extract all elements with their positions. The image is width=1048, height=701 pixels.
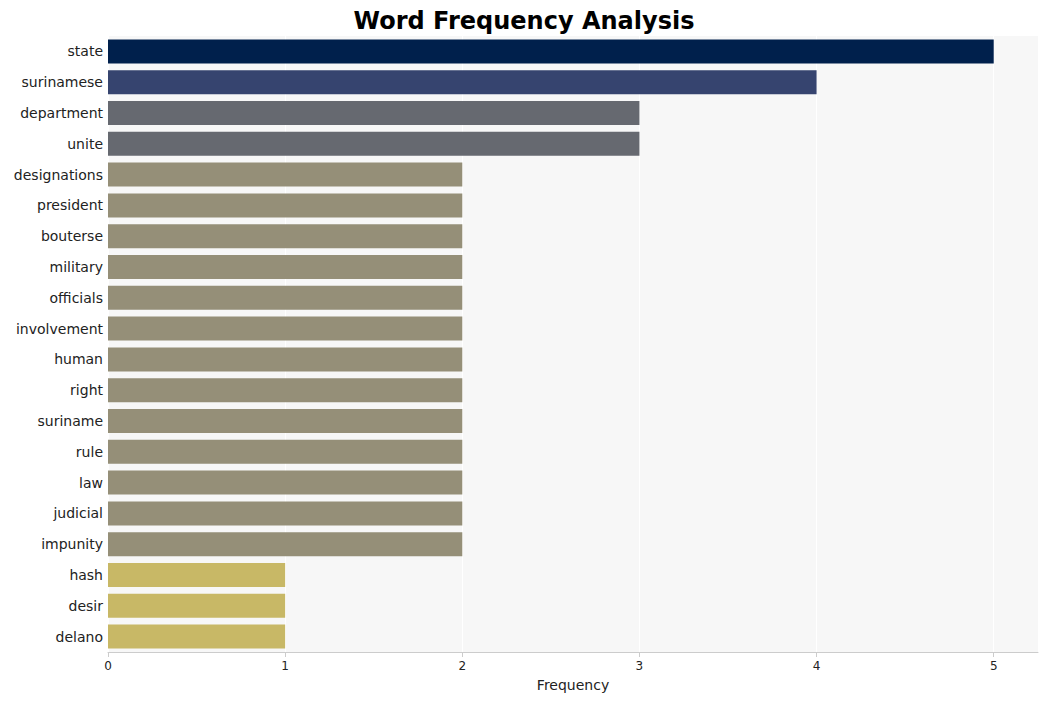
svg-text:0: 0	[104, 659, 112, 673]
svg-text:delano: delano	[56, 629, 103, 645]
svg-text:5: 5	[990, 659, 998, 673]
svg-text:unite: unite	[67, 136, 103, 152]
svg-text:surinamese: surinamese	[22, 74, 103, 90]
svg-text:human: human	[54, 351, 103, 367]
svg-text:Frequency: Frequency	[537, 677, 609, 693]
svg-text:officials: officials	[50, 290, 103, 306]
svg-text:law: law	[79, 475, 103, 491]
svg-text:Word Frequency Analysis: Word Frequency Analysis	[354, 7, 695, 35]
svg-text:right: right	[70, 382, 103, 398]
svg-text:2: 2	[458, 659, 466, 673]
svg-text:hash: hash	[69, 567, 103, 583]
svg-text:designations: designations	[14, 167, 103, 183]
svg-text:suriname: suriname	[37, 413, 103, 429]
svg-text:department: department	[20, 105, 103, 121]
svg-text:state: state	[68, 43, 103, 59]
svg-text:desir: desir	[69, 598, 104, 614]
svg-text:4: 4	[813, 659, 821, 673]
svg-text:judicial: judicial	[52, 505, 103, 521]
svg-text:military: military	[50, 259, 103, 275]
svg-text:3: 3	[636, 659, 644, 673]
svg-text:1: 1	[281, 659, 289, 673]
svg-text:involvement: involvement	[16, 321, 104, 337]
svg-text:impunity: impunity	[41, 536, 103, 552]
svg-text:rule: rule	[76, 444, 103, 460]
svg-text:president: president	[37, 197, 104, 213]
svg-text:bouterse: bouterse	[41, 228, 103, 244]
